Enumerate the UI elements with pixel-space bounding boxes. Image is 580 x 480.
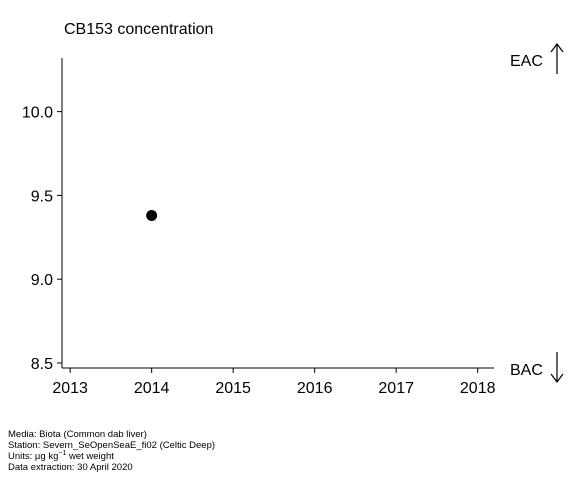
y-tick-label: 10.0 [22, 105, 53, 122]
eac-up-arrow-icon [550, 43, 564, 74]
x-tick-label: 2013 [52, 380, 88, 397]
data-points [146, 210, 158, 222]
y-ticks: 8.5 9.0 9.5 10.0 [22, 105, 62, 373]
x-ticks: 2013 2014 2015 2016 2017 2018 [52, 368, 496, 397]
eac-label: EAC [510, 53, 543, 70]
x-tick-label: 2018 [460, 380, 496, 397]
chart-footer: Media: Biota (Common dab liver) Station:… [8, 429, 215, 473]
footer-extraction: Data extraction: 30 April 2020 [8, 462, 133, 473]
footer-station: Station: Severn_SeOpenSeaE_fi02 (Celtic … [8, 440, 216, 451]
bac-label: BAC [510, 362, 543, 379]
y-tick-label: 9.0 [31, 272, 53, 289]
footer-units: Units: µg kg−1 wet weight [8, 450, 114, 462]
y-tick-label: 8.5 [31, 356, 53, 373]
footer-media: Media: Biota (Common dab liver) [8, 429, 147, 440]
x-tick-label: 2016 [297, 380, 333, 397]
chart-title: CB153 concentration [64, 21, 213, 38]
x-tick-label: 2017 [378, 380, 414, 397]
bac-down-arrow-icon [550, 352, 564, 383]
x-tick-label: 2014 [134, 380, 170, 397]
x-tick-label: 2015 [215, 380, 251, 397]
y-tick-label: 9.5 [31, 188, 53, 205]
data-point [146, 210, 158, 222]
